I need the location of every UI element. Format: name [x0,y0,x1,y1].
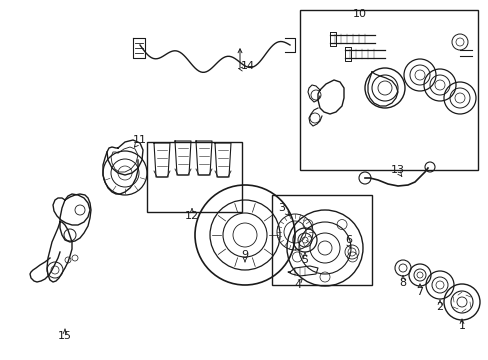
Text: 5: 5 [301,255,308,265]
Text: 9: 9 [241,250,248,260]
Text: 7: 7 [416,287,423,297]
Bar [299,10,477,170]
Text: 4: 4 [294,280,301,290]
Text: 12: 12 [184,211,199,221]
Bar [271,195,371,285]
Text: 2: 2 [436,302,443,312]
Text: 11: 11 [133,135,147,145]
Text: 8: 8 [399,278,406,288]
Text: 10: 10 [352,9,366,19]
Bar [147,142,242,212]
Text: 1: 1 [458,321,465,331]
Text: 6: 6 [345,235,352,245]
Text: 15: 15 [58,331,72,341]
Text: 13: 13 [390,165,404,175]
Text: 3: 3 [278,203,285,213]
Text: 14: 14 [241,61,255,71]
